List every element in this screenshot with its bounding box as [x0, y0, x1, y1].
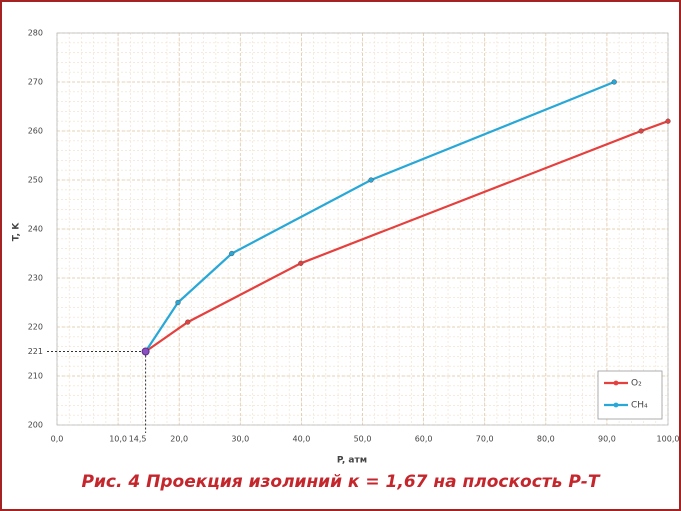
annotation-point [141, 347, 150, 356]
data-point [298, 260, 304, 266]
x-tick-label: 90,0 [598, 435, 616, 444]
y-tick-label: 220 [28, 323, 43, 332]
x-tick-label: 50,0 [354, 435, 372, 444]
y-tick-label: 250 [28, 176, 43, 185]
legend-label: CH₄ [631, 401, 648, 411]
caption: Рис. 4 Проекция изолиний к = 1,67 на пло… [81, 472, 600, 492]
x-tick-label: 30,0 [231, 435, 249, 444]
y-tick-label: 210 [28, 372, 43, 381]
data-point [611, 79, 617, 85]
legend-swatch [613, 380, 619, 386]
annotation-label: 221 [28, 347, 43, 356]
y-axis-label: T, K [12, 222, 22, 241]
data-point [638, 128, 644, 134]
y-tick-label: 270 [28, 78, 43, 87]
legend-swatch [613, 402, 619, 408]
plot-border [56, 32, 669, 426]
legend-label: O₂ [631, 379, 642, 389]
x-tick-label: 60,0 [415, 435, 433, 444]
x-tick-label: 0,0 [51, 435, 64, 444]
data-point [368, 177, 374, 183]
x-axis-label: P, атм [337, 456, 367, 466]
data-point [175, 299, 181, 306]
y-tick-label: 200 [28, 421, 43, 430]
x-tick-label: 40,0 [292, 435, 310, 444]
x-tick-label: 10,0 [109, 435, 127, 444]
x-tick-label: 20,0 [170, 435, 188, 444]
legend-box [597, 370, 663, 420]
chart: P, атм T, K 200 210 220 230 240 250 260 270 280 0… [12, 29, 680, 466]
annotation-label: 14,5 [129, 435, 147, 444]
data-point [229, 250, 235, 257]
x-tick-label: 100,0 [657, 435, 679, 444]
y-tick-label: 280 [28, 29, 43, 38]
y-tick-label: 260 [28, 127, 43, 136]
x-tick-label: 80,0 [537, 435, 555, 444]
data-point [665, 118, 671, 124]
y-tick-label: 230 [28, 274, 43, 283]
y-tick-label: 240 [28, 225, 43, 234]
data-point [185, 319, 191, 325]
x-tick-label: 70,0 [476, 435, 494, 444]
